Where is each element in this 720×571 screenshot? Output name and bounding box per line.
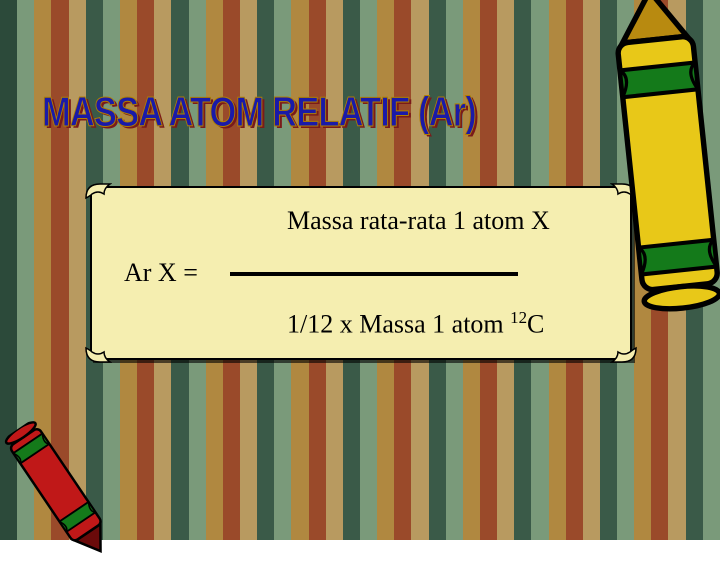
formula-content: Massa rata-rata 1 atom X Ar X = 1/12 x M… (92, 188, 630, 358)
denominator-prefix: 1/12 x Massa 1 atom (287, 310, 510, 339)
formula-denominator: 1/12 x Massa 1 atom 12C (287, 308, 544, 340)
denominator-superscript: 12 (510, 308, 527, 327)
fraction-line (230, 272, 518, 276)
formula-box: Massa rata-rata 1 atom X Ar X = 1/12 x M… (90, 186, 632, 360)
denominator-suffix: C (527, 310, 544, 339)
title-outline: MASSA ATOM RELATIF (Ar) (42, 88, 476, 136)
formula-left-side: Ar X = (124, 258, 198, 288)
formula-numerator: Massa rata-rata 1 atom X (287, 206, 550, 236)
